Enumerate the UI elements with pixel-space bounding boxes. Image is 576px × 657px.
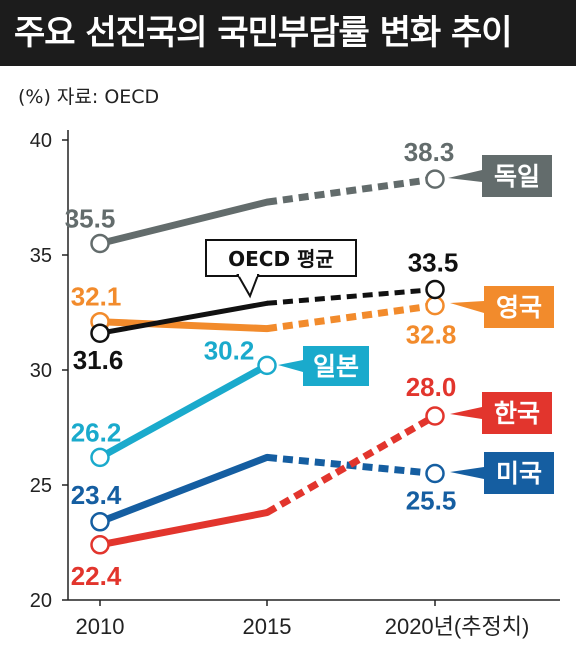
point-한국-2020: [425, 406, 445, 426]
value-label-OECD-평균-2010: 31.6: [73, 345, 124, 375]
legend-tag-영국: [484, 286, 554, 328]
y-tick-label-40: 40: [30, 130, 52, 152]
legend-label-영국: 영국: [496, 293, 542, 322]
value-label-미국-2010: 23.4: [71, 480, 122, 510]
y-tick-label-20: 20: [30, 590, 52, 612]
point-한국-2010: [90, 535, 110, 555]
chart-subtitle: (%) 자료: OECD: [18, 86, 160, 108]
x-tick-label-2: 2020년(추정치): [385, 614, 530, 639]
point-미국-2020: [425, 463, 445, 484]
value-label-일본-2010: 26.2: [71, 417, 122, 447]
legend-pointer-독일: [448, 170, 482, 182]
value-label-미국-2020: 25.5: [406, 486, 457, 516]
series-line-독일-solid: [96, 198, 271, 247]
legend-tag-일본: [303, 346, 369, 386]
series-line-OECD-평균-solid: [97, 300, 270, 336]
point-일본-2015: [257, 355, 277, 376]
point-독일-2010: [90, 233, 110, 254]
x-tick-label-1: 2015: [243, 614, 292, 639]
series-line-미국-solid: [96, 453, 271, 526]
legend-pointer-미국: [450, 467, 484, 479]
chart-title: 주요 선진국의 국민부담률 변화 추이: [14, 13, 513, 53]
point-OECD-평균-2020: [425, 279, 445, 300]
value-label-독일-2020: 38.3: [404, 137, 455, 167]
value-label-한국-2010: 22.4: [71, 561, 122, 591]
value-label-한국-2020: 28.0: [406, 372, 457, 402]
y-tick-label-30: 30: [30, 360, 52, 382]
y-tick-label-35: 35: [30, 245, 52, 267]
point-미국-2010: [90, 512, 110, 532]
value-label-독일-2010: 35.5: [65, 204, 116, 234]
series-line-영국-solid: [96, 318, 271, 333]
point-OECD-평균-2010: [90, 323, 110, 343]
point-영국-2020: [425, 295, 445, 316]
legend-label-OECD-평균: OECD 평균: [228, 247, 334, 271]
legend-tag-한국: [482, 392, 552, 434]
legend-pointer-한국: [450, 407, 482, 419]
series-line-일본-solid: [96, 361, 271, 461]
value-label-영국-2020: 32.8: [406, 320, 457, 350]
legend-pointer-일본: [278, 360, 303, 372]
series-line-독일-dashed: [266, 175, 436, 206]
value-label-영국-2010: 32.1: [71, 282, 122, 312]
y-tick-label-25: 25: [30, 475, 52, 497]
legend-tag-OECD-평균: [205, 239, 357, 277]
point-일본-2010: [90, 447, 110, 468]
legend-label-미국: 미국: [496, 459, 542, 488]
series-line-OECD-평균-dashed: [266, 287, 436, 306]
legend-tag-독일: [482, 155, 552, 197]
series-line-한국-solid: [96, 509, 271, 549]
series-line-영국-dashed: [266, 302, 436, 333]
legend-pointer-영국: [450, 301, 484, 313]
value-label-OECD-평균-2020: 33.5: [408, 248, 459, 278]
point-독일-2020: [425, 169, 445, 189]
x-tick-label-0: 2010: [76, 614, 125, 639]
legend-label-독일: 독일: [494, 162, 540, 191]
series-line-한국-dashed: [265, 412, 437, 516]
legend-tag-미국: [484, 452, 554, 494]
value-label-일본-2015: 30.2: [204, 335, 255, 365]
legend-pointer-OECD-평균: [236, 274, 260, 299]
header-bar: 주요 선진국의 국민부담률 변화 추이: [0, 0, 576, 66]
legend-label-일본: 일본: [313, 352, 359, 381]
legend-label-한국: 한국: [494, 399, 540, 428]
